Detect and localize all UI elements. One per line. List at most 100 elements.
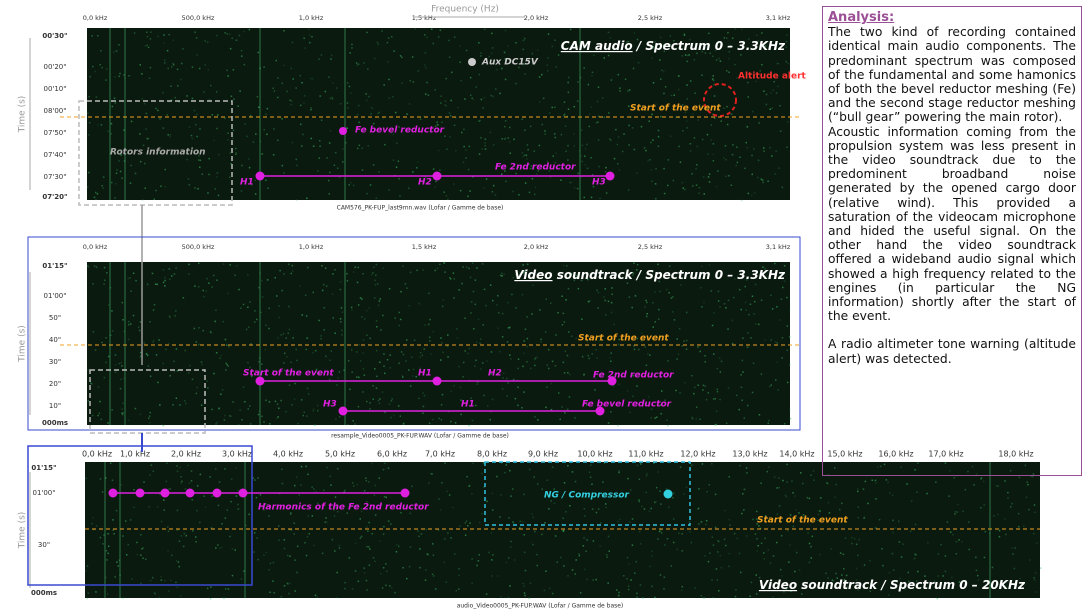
noise [281,118,283,120]
noise [807,532,809,534]
noise [858,517,860,519]
noise [340,289,342,291]
noise [383,469,385,471]
noise [295,590,297,592]
noise [163,282,165,284]
marker [239,489,248,498]
noise [360,518,362,520]
noise [356,65,358,67]
noise [103,283,105,285]
noise [604,57,606,59]
noise [291,529,293,531]
noise [711,139,713,141]
analysis-box: Analysis: The two kind of recording cont… [822,6,1082,476]
noise [299,285,301,287]
noise [725,145,727,147]
noise [660,78,662,80]
noise [608,55,610,57]
noise [237,504,239,506]
noise [507,341,509,343]
noise [515,173,517,175]
noise [698,119,700,121]
noise [374,297,376,299]
noise [367,531,369,533]
noise [208,69,210,71]
noise [300,484,302,486]
noise [587,168,589,170]
freq-tick-label: 500,0 kHz [182,14,215,22]
noise [678,533,680,535]
noise [118,44,120,46]
noise [463,162,465,164]
noise [440,359,442,361]
noise [708,176,710,178]
noise [253,141,255,143]
noise [480,55,482,57]
noise [999,536,1001,538]
noise [119,76,121,78]
noise [598,139,600,141]
noise [1012,553,1014,555]
noise [291,100,293,102]
noise [663,588,665,590]
noise [726,423,728,425]
noise [153,471,155,473]
noise [530,126,532,128]
noise [373,557,375,559]
noise [507,395,509,397]
noise [147,138,149,140]
noise [1035,591,1037,593]
noise [410,272,412,274]
noise [537,419,539,421]
noise [550,303,552,305]
noise [800,472,802,474]
noise [254,180,256,182]
noise [725,176,727,178]
noise [382,587,384,589]
noise [598,292,600,294]
noise [649,566,651,568]
noise [464,350,466,352]
noise [450,136,452,138]
noise [771,108,773,110]
noise [140,352,142,354]
noise [781,357,783,359]
noise [763,552,765,554]
noise [660,574,662,576]
time-tick-label: 10" [49,402,61,410]
noise [610,411,612,413]
noise [372,533,374,535]
noise [440,337,442,339]
annotation: Fe 2nd reductor [593,371,674,381]
annotation: NG / Compressor [544,491,630,501]
noise [453,183,455,185]
noise [651,551,653,553]
noise [282,165,284,167]
noise [476,342,478,344]
noise [754,192,756,194]
noise [657,538,659,540]
noise [760,482,762,484]
freq-tick-label: 2,0 kHz [171,450,201,459]
noise [278,317,280,319]
noise [589,472,591,474]
noise [901,556,903,558]
noise [875,480,877,482]
time-tick-label: 08'00" [44,107,67,115]
noise [319,95,321,97]
noise [863,488,865,490]
noise [266,134,268,136]
noise [636,597,638,599]
noise [790,418,792,420]
noise [196,54,198,56]
noise [690,80,692,82]
noise [159,118,161,120]
noise [435,181,437,183]
noise [428,482,430,484]
noise [593,579,595,581]
noise [858,506,860,508]
noise [394,592,396,594]
noise [228,588,230,590]
noise [379,477,381,479]
freq-tick-label: 5,0 kHz [325,450,355,459]
